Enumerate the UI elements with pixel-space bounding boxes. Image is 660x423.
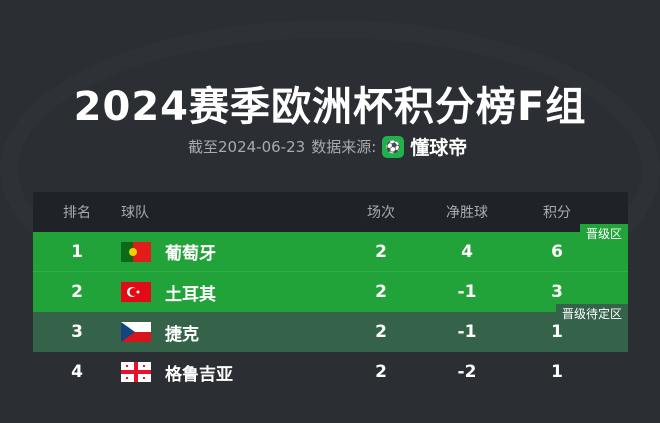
table-row: 晋级待定区 3 捷克 2 -1 1 (33, 304, 628, 352)
rank: 2 (71, 282, 83, 302)
pending-zone-badge: 晋级待定区 (555, 304, 628, 323)
goal-diff: -1 (457, 282, 477, 302)
played: 2 (375, 362, 387, 382)
source-label: 数据来源: (311, 138, 377, 156)
points: 3 (551, 282, 563, 302)
portugal-flag-icon (121, 241, 151, 262)
qualified-zone-badge: 晋级区 (579, 224, 628, 243)
goal-diff: 4 (461, 241, 473, 262)
team-name: 土耳其 (165, 284, 216, 305)
goal-diff: -1 (457, 322, 477, 342)
goal-diff: -2 (457, 362, 477, 382)
table-header: 排名 球队 场次 净胜球 积分 (33, 192, 628, 232)
team-name: 葡萄牙 (165, 244, 216, 264)
rank: 3 (71, 322, 83, 342)
played: 2 (375, 322, 387, 342)
standings-table: 排名 球队 场次 净胜球 积分 晋级区 1 葡萄牙 2 4 6 2 土耳其 2 … (33, 192, 628, 392)
header-played: 场次 (367, 205, 395, 221)
georgia-flag-icon (121, 362, 151, 382)
brand-name: 懂球帝 (410, 137, 468, 159)
team-name: 格鲁吉亚 (165, 364, 233, 385)
header-goal-diff: 净胜球 (446, 205, 488, 221)
points: 1 (551, 322, 563, 342)
table-row: 2 土耳其 2 -1 3 (33, 272, 628, 312)
header-team: 球队 (121, 205, 149, 221)
rank: 1 (71, 241, 83, 262)
subtitle: 截至2024-06-23 数据来源: ⚽ 懂球帝 (188, 133, 467, 160)
rank: 4 (71, 362, 83, 382)
page-title: 2024赛季欧洲杯积分榜F组 (73, 84, 587, 130)
team-name: 捷克 (165, 324, 199, 345)
points: 6 (551, 241, 563, 262)
table-row: 4 格鲁吉亚 2 -2 1 (33, 352, 628, 392)
played: 2 (375, 282, 387, 302)
table-row: 晋级区 1 葡萄牙 2 4 6 (33, 224, 628, 272)
turkey-flag-icon (121, 282, 151, 302)
header-rank: 排名 (63, 205, 91, 221)
header-points: 积分 (543, 205, 571, 221)
soccer-ball-icon: ⚽ (382, 135, 405, 158)
date-text: 截至2024-06-23 (188, 138, 306, 156)
played: 2 (375, 241, 387, 262)
points: 1 (551, 362, 563, 382)
czechia-flag-icon (121, 322, 151, 342)
